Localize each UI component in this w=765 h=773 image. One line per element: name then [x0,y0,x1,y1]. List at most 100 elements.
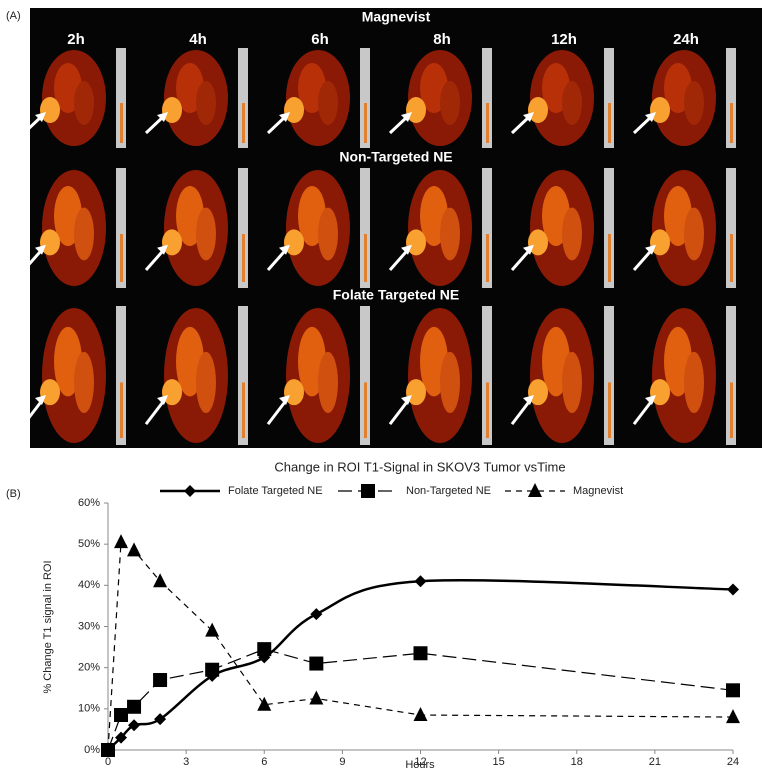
organ [196,351,216,414]
color-bar-scale [608,234,611,282]
marker [726,683,740,698]
legend-label: Folate Targeted NE [228,485,323,497]
tumor [406,229,426,256]
color-bar [116,306,126,445]
time-label: 4h [189,31,207,48]
arrow [388,248,410,271]
arrow-head [279,112,290,122]
arrow-head [401,394,412,405]
x-tick-label: 6 [261,756,267,768]
arrow-head [523,112,534,122]
organ [74,351,94,414]
x-tick-label: 15 [493,756,505,768]
tumor [406,379,426,406]
color-bar-scale [730,382,733,439]
color-bar-scale [486,382,489,439]
color-bar [360,48,370,148]
x-tick-label: 21 [649,756,661,768]
time-label: 12h [551,31,577,48]
marker [101,742,115,756]
tumor [284,379,304,406]
marker [114,534,129,549]
color-bar [604,306,614,445]
color-bar [604,48,614,148]
mri-images [22,48,736,445]
color-bar [482,306,492,445]
color-bar [726,306,736,445]
row-title: Non-Targeted NE [339,149,452,165]
y-tick-label: 50% [78,538,100,550]
arrow-head [35,244,46,255]
organ [684,351,704,414]
row-title: Folate Targeted NE [333,287,460,303]
marker [309,690,324,705]
organ [440,207,460,261]
x-tick-label: 24 [727,756,739,768]
tumor [40,97,60,123]
marker [257,696,272,711]
marker [127,699,142,714]
organ [684,207,704,261]
color-bar [726,48,736,148]
arrow-head [401,244,412,255]
organ [74,81,94,125]
color-bar [238,306,248,445]
marker [414,575,427,588]
arrow-head [279,394,290,405]
marker [205,622,220,637]
x-tick-label: 3 [183,756,189,768]
color-bar-scale [120,103,123,143]
color-bar-scale [486,234,489,282]
marker [154,713,167,726]
x-axis-label: Hours [405,759,435,771]
x-tick-label: 9 [339,756,345,768]
color-bar [482,48,492,148]
chart-title: Change in ROI T1-Signal in SKOV3 Tumor v… [274,459,565,474]
tumor [162,97,182,123]
marker [257,642,272,657]
arrow-head [35,394,46,405]
y-tick-label: 40% [78,579,100,591]
time-label: 2h [67,31,85,48]
arrow [266,248,288,271]
marker [153,573,168,588]
organ [318,207,338,261]
organ [196,207,216,261]
color-bar [116,48,126,148]
color-bar [360,306,370,445]
time-label: 6h [311,31,329,48]
color-bar-scale [364,234,367,282]
arrow [22,248,44,271]
organ [562,207,582,261]
arrow [388,399,410,426]
color-bar-scale [364,382,367,439]
mri-panel [30,8,762,448]
marker [727,583,739,596]
organ [196,81,216,125]
marker [114,708,129,723]
color-bar-scale [608,103,611,143]
arrow [510,248,532,271]
legend-marker [361,484,375,498]
arrow [144,248,166,271]
tumor [40,229,60,256]
x-tick-label: 0 [105,756,111,768]
time-label: 24h [673,31,699,48]
color-bar-scale [730,103,733,143]
color-bar-scale [242,234,245,282]
marker [127,542,142,557]
arrow [22,399,44,426]
series-line [107,579,734,751]
marker [726,709,740,724]
color-bar-scale [120,382,123,439]
tumor [528,229,548,256]
color-bar [360,168,370,288]
tumor [162,229,182,256]
color-bar [238,48,248,148]
arrow-head [523,244,534,255]
organ [318,351,338,414]
marker [205,662,220,677]
x-tick-label: 12 [414,756,426,768]
marker [128,719,141,732]
